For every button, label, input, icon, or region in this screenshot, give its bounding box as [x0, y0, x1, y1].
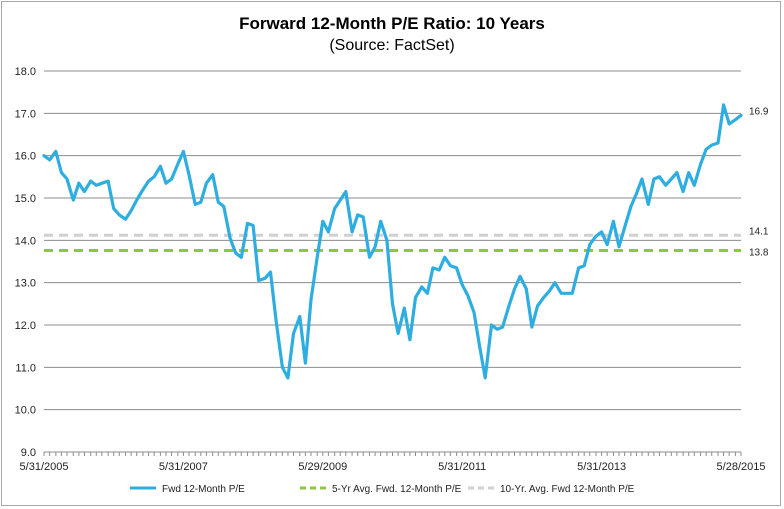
y-tick-label: 13.0 [15, 278, 36, 290]
legend-label: 10-Yr. Avg. Fwd 12-Month P/E [500, 484, 635, 495]
pe-series [42, 103, 743, 380]
y-tick-label: 12.0 [15, 320, 36, 332]
y-tick-label: 9.0 [21, 447, 36, 459]
y-axis-ticks: 9.0 10.0 11.0 12.0 13.0 14.0 15.0 16.0 17.0 18.0 [15, 66, 36, 459]
legend-label: Fwd 12-Month P/E [162, 484, 245, 495]
x-tick-label: 5/31/2013 [577, 461, 626, 473]
end-value-label: 13.8 [749, 247, 769, 258]
x-tick-label: 5/31/2011 [438, 461, 486, 473]
x-tick-label: 5/31/2005 [20, 461, 69, 473]
y-tick-label: 16.0 [15, 151, 36, 163]
grid-lines [44, 70, 741, 411]
legend: Fwd 12-Month P/E 5-Yr Avg. Fwd. 12-Month … [130, 484, 635, 495]
x-tick-label: 5/29/2009 [298, 461, 347, 473]
y-tick-label: 15.0 [15, 193, 36, 205]
x-axis-ticks: 5/31/2005 5/31/2007 5/29/2009 5/31/2011 5/31… [20, 452, 766, 473]
last-value-label: 16.9 [749, 106, 769, 117]
y-tick-label: 18.0 [15, 66, 36, 78]
x-tick-label: 5/28/2015 [717, 461, 766, 473]
pe-line [42, 103, 743, 380]
average-lines [44, 233, 741, 252]
y-tick-label: 14.0 [15, 235, 36, 247]
chart-subtitle: (Source: FactSet) [329, 37, 455, 54]
y-tick-label: 17.0 [15, 108, 36, 120]
y-tick-label: 10.0 [15, 405, 36, 417]
end-labels: 13.8 14.1 16.9 [749, 106, 769, 258]
end-value-label: 14.1 [749, 226, 769, 237]
legend-label: 5-Yr Avg. Fwd. 12-Month P/E [332, 484, 462, 495]
y-tick-label: 11.0 [15, 362, 36, 374]
x-tick-label: 5/31/2007 [159, 461, 208, 473]
chart-title: Forward 12-Month P/E Ratio: 10 Years [239, 14, 545, 33]
